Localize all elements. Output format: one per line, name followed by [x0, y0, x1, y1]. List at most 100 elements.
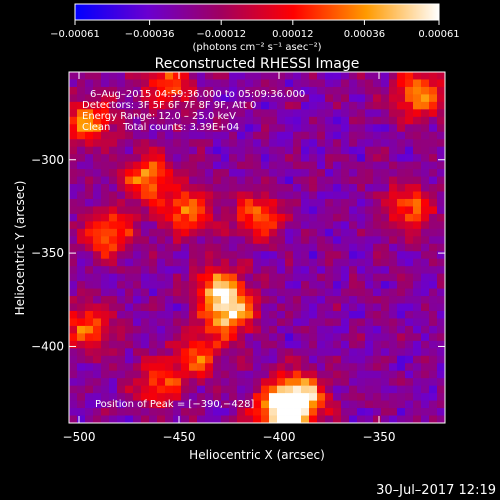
- heatmap-cell: [205, 146, 214, 155]
- heatmap-cell: [85, 266, 94, 275]
- heatmap-cell: [245, 139, 254, 148]
- heatmap-cell: [389, 161, 398, 170]
- heatmap-cell: [285, 198, 294, 207]
- heatmap-cell: [405, 72, 414, 80]
- heatmap-cell: [437, 318, 446, 327]
- heatmap-cell: [413, 393, 422, 401]
- heatmap-cell: [365, 228, 374, 237]
- heatmap-cell: [381, 221, 390, 230]
- heatmap-cell: [437, 139, 446, 148]
- heatmap-cell: [277, 266, 286, 275]
- heatmap-cell: [197, 124, 206, 133]
- heatmap-cell: [261, 385, 270, 394]
- heatmap-cell: [149, 184, 158, 192]
- heatmap-cell: [381, 325, 390, 334]
- heatmap-cell: [333, 154, 342, 163]
- heatmap-cell: [109, 131, 118, 140]
- heatmap-cell: [349, 139, 358, 148]
- heatmap-cell: [269, 370, 278, 379]
- heatmap-cell: [341, 176, 350, 185]
- heatmap-cell: [77, 79, 86, 88]
- heatmap-cell: [429, 236, 438, 245]
- heatmap-cell: [149, 139, 158, 148]
- heatmap-cell: [421, 79, 430, 88]
- heatmap-cell: [349, 348, 358, 357]
- heatmap-cell: [205, 303, 214, 312]
- heatmap-cell: [301, 400, 310, 409]
- heatmap-cell: [437, 281, 446, 289]
- heatmap-cell: [365, 72, 374, 80]
- annotation-clean-counts: Clean Total counts: 3.39E+04: [82, 122, 239, 133]
- heatmap-cell: [149, 101, 158, 110]
- heatmap-cell: [141, 79, 150, 88]
- heatmap-cell: [117, 370, 126, 379]
- heatmap-cell: [389, 221, 398, 230]
- heatmap-cell: [405, 273, 414, 282]
- heatmap-cell: [189, 415, 198, 424]
- heatmap-cell: [213, 191, 222, 200]
- heatmap-cell: [429, 408, 438, 416]
- heatmap-cell: [365, 221, 374, 230]
- heatmap-cell: [429, 266, 438, 275]
- heatmap-cell: [149, 303, 158, 312]
- heatmap-cell: [293, 116, 302, 125]
- heatmap-cell: [173, 131, 182, 140]
- heatmap-cell: [277, 131, 286, 140]
- heatmap-cell: [357, 86, 366, 95]
- heatmap-cell: [237, 116, 246, 125]
- heatmap-cell: [349, 161, 358, 170]
- heatmap-cell: [133, 258, 142, 267]
- heatmap-cell: [293, 109, 302, 118]
- heatmap-cell: [309, 124, 318, 133]
- heatmap-cell: [421, 258, 430, 267]
- heatmap-cell: [333, 348, 342, 357]
- heatmap-cell: [85, 303, 94, 312]
- heatmap-cell: [357, 206, 366, 215]
- heatmap-cell: [333, 363, 342, 372]
- heatmap-cell: [213, 146, 222, 155]
- heatmap-cell: [429, 213, 438, 222]
- heatmap-cell: [253, 131, 262, 140]
- heatmap-cell: [317, 251, 326, 260]
- heatmap-cell: [381, 101, 390, 110]
- heatmap-cell: [293, 393, 302, 401]
- heatmap-cell: [237, 198, 246, 207]
- heatmap-cell: [365, 86, 374, 95]
- heatmap-cell: [181, 266, 190, 275]
- heatmap-cell: [437, 333, 446, 342]
- heatmap-cell: [189, 333, 198, 342]
- heatmap-cell: [413, 370, 422, 379]
- heatmap-cell: [429, 348, 438, 357]
- heatmap-cell: [269, 124, 278, 133]
- heatmap-cell: [77, 415, 86, 424]
- heatmap-cell: [261, 243, 270, 252]
- heatmap-cell: [429, 318, 438, 327]
- heatmap-cell: [117, 79, 126, 88]
- heatmap-cell: [349, 154, 358, 163]
- heatmap-cell: [301, 161, 310, 170]
- heatmap-cell: [141, 251, 150, 260]
- heatmap-cell: [341, 355, 350, 364]
- heatmap-cell: [125, 355, 134, 364]
- heatmap-cell: [109, 303, 118, 312]
- heatmap-cell: [189, 370, 198, 379]
- heatmap-cell: [117, 333, 126, 342]
- heatmap-cell: [205, 251, 214, 260]
- heatmap-cell: [229, 408, 238, 416]
- heatmap-cell: [229, 296, 238, 304]
- heatmap-cell: [341, 333, 350, 342]
- x-tick-label: −500: [63, 430, 96, 444]
- heatmap-cell: [413, 213, 422, 222]
- heatmap-cell: [205, 415, 214, 424]
- heatmap-cell: [229, 228, 238, 237]
- heatmap-cell: [245, 355, 254, 364]
- heatmap-cell: [101, 273, 110, 282]
- heatmap-cell: [269, 191, 278, 200]
- heatmap-cell: [365, 273, 374, 282]
- heatmap-cell: [85, 221, 94, 230]
- heatmap-cell: [157, 131, 166, 140]
- heatmap-cell: [309, 198, 318, 207]
- heatmap-cell: [213, 363, 222, 372]
- x-axis: −500 −450 −400 −350: [63, 72, 395, 444]
